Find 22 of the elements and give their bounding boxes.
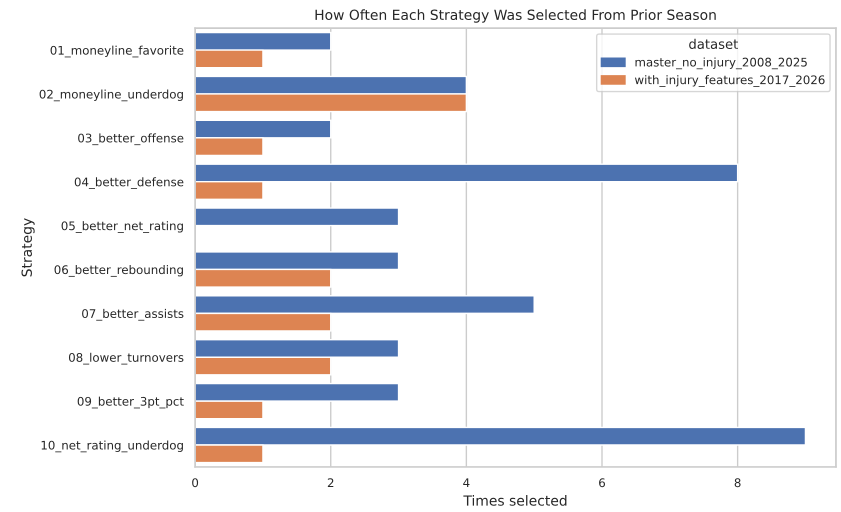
y-tick-label: 01_moneyline_favorite	[50, 46, 184, 58]
legend-label: with_injury_features_2017_2026	[634, 75, 825, 87]
y-tick-label: 02_moneyline_underdog	[40, 89, 183, 102]
x-tick-label: 2	[328, 478, 334, 488]
legend-title: dataset	[689, 38, 738, 49]
y-tick-label: 05_better_net_rating	[62, 221, 183, 233]
y-tick-label: 04_better_defense	[74, 177, 184, 190]
y-tick-label: 03_better_offense	[78, 133, 184, 146]
y-tick-label: 08_lower_turnovers	[68, 352, 184, 365]
bar	[195, 207, 400, 226]
x-axis-title: Times selected	[463, 495, 566, 506]
y-tick-label: 10_net_rating_underdog	[42, 440, 183, 452]
y-tick-label: 09_better_3pt_pct	[78, 396, 184, 408]
x-tick-label: 8	[734, 478, 741, 488]
chart-title: How Often Each Strategy Was Selected From Prior Season	[316, 9, 716, 23]
x-tick-label: 0	[192, 478, 198, 488]
y-tick-label: 06_better_rebounding	[54, 265, 183, 277]
x-tick-label: 4	[463, 478, 470, 488]
legend-label: master_no_injury_2008_2025	[636, 57, 807, 70]
x-tick-label: 6	[599, 478, 606, 488]
y-tick-label: 07_better_assists	[82, 308, 184, 321]
y-axis-title: Strategy	[21, 218, 35, 276]
